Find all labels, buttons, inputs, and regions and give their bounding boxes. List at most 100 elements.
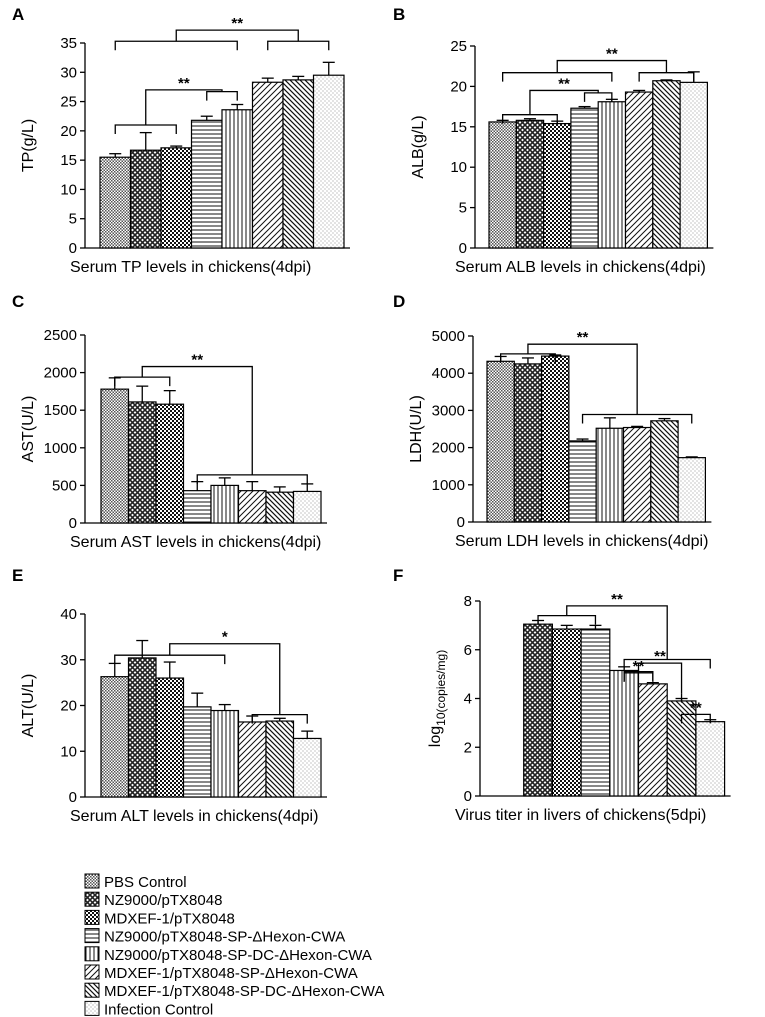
y-axis-label: LDH(U/L) xyxy=(408,395,425,463)
y-tick-label: 0 xyxy=(69,789,77,806)
y-tick-label: 2000 xyxy=(432,440,465,457)
y-tick-label: 2 xyxy=(464,739,472,756)
y-tick-label: 8 xyxy=(464,593,472,610)
panel-label: B xyxy=(393,5,405,24)
bar xyxy=(542,122,572,249)
y-tick-label: 6 xyxy=(464,642,472,659)
bar xyxy=(580,628,611,797)
sig-join xyxy=(141,365,253,475)
bar xyxy=(100,676,130,798)
y-tick-label: 4 xyxy=(464,691,472,708)
legend-item: MDXEF-1/pTX8048 xyxy=(84,909,235,927)
sig-join xyxy=(566,605,668,660)
panel-d: D 0 1000 2000 3000 4000 5000 LDH(U/L) Serum LDH … xyxy=(393,292,712,550)
bar xyxy=(210,709,240,798)
bar xyxy=(210,484,240,524)
bar xyxy=(292,490,322,524)
y-tick-label: 1000 xyxy=(44,440,77,457)
sig-join xyxy=(175,29,299,42)
bar xyxy=(221,109,254,249)
legend-item: NZ9000/pTX8048-SP-DC-ΔHexon-CWA xyxy=(84,946,372,964)
sig-label: ** xyxy=(690,699,702,716)
bar xyxy=(513,363,543,523)
y-tick-label: 2500 xyxy=(44,327,77,344)
bar xyxy=(182,706,212,798)
legend-label: MDXEF-1/pTX8048-SP-ΔHexon-CWA xyxy=(104,965,358,982)
y-tick-label: 20 xyxy=(60,123,77,140)
y-tick-label: 5 xyxy=(459,200,467,217)
y-tick-label: 25 xyxy=(60,94,77,111)
sig-bracket xyxy=(114,40,238,51)
bar xyxy=(155,403,185,524)
y-tick-label: 15 xyxy=(450,119,467,136)
legend-item: Infection Control xyxy=(84,1000,213,1017)
panel-label: A xyxy=(12,5,24,24)
bar xyxy=(488,121,517,249)
bar xyxy=(540,355,570,523)
bar xyxy=(624,91,654,249)
y-tick-label: 4000 xyxy=(432,365,465,382)
bar xyxy=(312,74,345,249)
panel-label: C xyxy=(12,292,24,311)
y-axis-label: log10(copies/mg) xyxy=(427,650,448,747)
sig-label: ** xyxy=(611,591,623,608)
panel-b: B 0 5 10 15 20 25 ALB(g/L) Serum ALB levels in c… xyxy=(393,5,714,276)
legend-label: MDXEF-1/pTX8048 xyxy=(104,910,235,927)
sig-label: ** xyxy=(654,648,666,665)
bar xyxy=(677,457,706,523)
legend-label: NZ9000/pTX8048-SP-ΔHexon-CWA xyxy=(104,929,345,946)
sig-bracket xyxy=(267,40,330,51)
y-tick-label: 25 xyxy=(450,38,467,55)
sig-bracket xyxy=(623,671,654,681)
bar xyxy=(182,490,212,524)
bar xyxy=(679,81,708,249)
legend-swatch xyxy=(84,909,100,925)
panel-c: C 0 500 1000 1500 2000 2500 AST(U/L) Serum AST l… xyxy=(12,292,327,551)
y-tick-label: 10 xyxy=(60,743,77,760)
bar xyxy=(127,401,157,524)
legend-swatch xyxy=(84,1000,100,1016)
sig-label: ** xyxy=(231,15,243,32)
bar xyxy=(190,119,223,249)
bar xyxy=(237,490,267,524)
legend-label: NZ9000/pTX8048-SP-DC-ΔHexon-CWA xyxy=(104,947,372,964)
legend-swatch xyxy=(84,946,100,962)
y-tick-label: 35 xyxy=(60,35,77,52)
legend-label: Infection Control xyxy=(104,1001,213,1017)
bar xyxy=(695,721,726,797)
bar xyxy=(129,149,162,249)
y-tick-label: 0 xyxy=(69,515,77,532)
legend-swatch xyxy=(84,928,100,944)
bar xyxy=(251,81,284,249)
legend-swatch xyxy=(84,982,100,998)
sig-bracket xyxy=(583,92,613,102)
panel-label: D xyxy=(393,292,405,311)
legend-item: NZ9000/pTX8048 xyxy=(84,891,222,909)
x-axis-label: Serum ALB levels in chickens(4dpi) xyxy=(455,259,706,276)
y-tick-label: 500 xyxy=(52,477,77,494)
y-tick-label: 0 xyxy=(464,788,472,805)
y-tick-label: 0 xyxy=(69,240,77,257)
sig-label: ** xyxy=(577,329,589,346)
bar xyxy=(597,101,627,249)
bar xyxy=(486,360,515,523)
y-axis-label: TP(g/L) xyxy=(20,119,37,172)
legend-swatch xyxy=(84,891,100,907)
x-axis-label: Serum TP levels in chickens(4dpi) xyxy=(70,259,311,276)
y-tick-label: 10 xyxy=(450,159,467,176)
sig-label: * xyxy=(222,629,228,646)
sig-join xyxy=(527,343,638,415)
bar xyxy=(100,388,130,524)
bar xyxy=(292,737,322,798)
legend-swatch xyxy=(84,873,100,889)
bar xyxy=(237,721,267,798)
sig-join xyxy=(145,89,223,125)
bar xyxy=(551,628,582,797)
y-tick-label: 10 xyxy=(60,181,77,198)
y-tick-label: 20 xyxy=(60,698,77,715)
y-axis-label: ALB(g/L) xyxy=(410,115,427,178)
bar xyxy=(570,107,599,249)
bar xyxy=(568,440,597,523)
x-axis-label: Serum AST levels in chickens(4dpi) xyxy=(70,534,321,551)
